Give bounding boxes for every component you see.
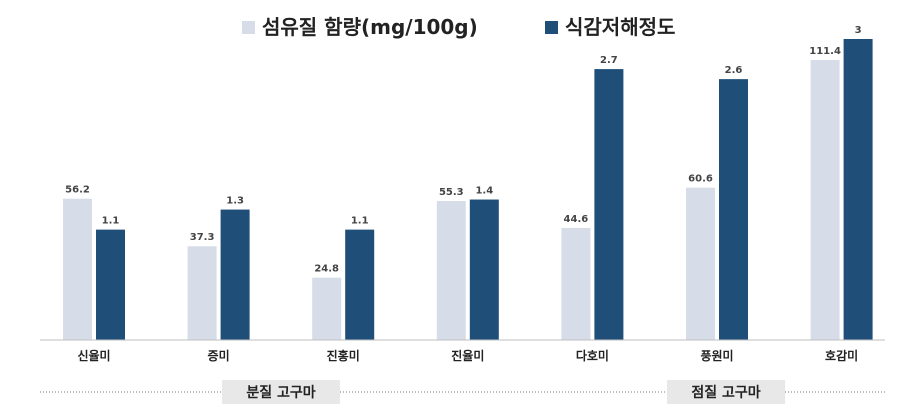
bar-fiber-3	[436, 201, 466, 340]
group-box-powdery	[222, 380, 340, 404]
bar-texture-5	[719, 79, 748, 340]
value-label-texture-5: 2.6	[725, 65, 743, 76]
group-label-powdery: 분질 고구마	[246, 385, 315, 401]
value-label-fiber-5: 60.6	[688, 174, 713, 185]
legend-swatch-texture	[545, 21, 558, 34]
value-label-fiber-6: 111.4	[809, 46, 841, 57]
bar-texture-1	[220, 209, 250, 340]
category-label-0: 신율미	[77, 348, 110, 363]
value-label-texture-2: 1.1	[351, 216, 369, 227]
group-label-waxy: 점질 고구마	[691, 384, 760, 401]
group-box-waxy	[667, 380, 785, 404]
legend-label-fiber: 섬유질 함량(mg/100g)	[262, 15, 478, 39]
bar-fiber-2	[312, 277, 342, 340]
bar-texture-2	[345, 229, 375, 340]
value-label-texture-3: 1.4	[475, 186, 493, 197]
bar-fiber-6	[810, 60, 840, 340]
value-label-texture-4: 2.7	[600, 55, 618, 66]
category-labels: 신율미 증미 진홍미 진율미 다호미 풍원미 호감미	[77, 348, 858, 363]
value-label-texture-0: 1.1	[102, 216, 120, 227]
category-label-6: 호감미	[825, 348, 858, 363]
category-label-5: 풍원미	[700, 348, 733, 363]
bar-texture-3	[469, 199, 499, 340]
value-label-fiber-1: 37.3	[190, 232, 215, 243]
bars-layer: 56.2 1.1 37.3 1.3 24.8 1.1 55.3 1.4 44.6 2.7 60.6 2…	[63, 25, 873, 340]
legend: 섬유질 함량(mg/100g) 식감저해정도	[242, 15, 675, 39]
value-label-texture-6: 3	[855, 25, 862, 36]
bar-texture-6	[843, 39, 873, 340]
value-label-fiber-4: 44.6	[564, 214, 589, 225]
legend-swatch-fiber	[242, 21, 255, 34]
bar-fiber-1	[187, 246, 217, 340]
value-label-fiber-2: 24.8	[314, 264, 339, 275]
bar-fiber-5	[686, 187, 715, 340]
category-label-1: 증미	[208, 348, 230, 363]
bar-fiber-0	[63, 198, 92, 340]
category-label-2: 진홍미	[327, 348, 360, 363]
bar-texture-4	[594, 69, 624, 340]
category-label-3: 진율미	[451, 348, 484, 363]
value-label-fiber-0: 56.2	[65, 185, 90, 196]
value-label-texture-1: 1.3	[226, 196, 244, 207]
value-label-fiber-3: 55.3	[439, 187, 464, 198]
category-label-4: 다호미	[576, 348, 609, 363]
group-annotations: 분질 고구마 점질 고구마	[40, 380, 885, 404]
bar-texture-0	[96, 229, 125, 340]
bar-fiber-4	[561, 227, 591, 340]
legend-label-texture: 식감저해정도	[565, 15, 675, 39]
